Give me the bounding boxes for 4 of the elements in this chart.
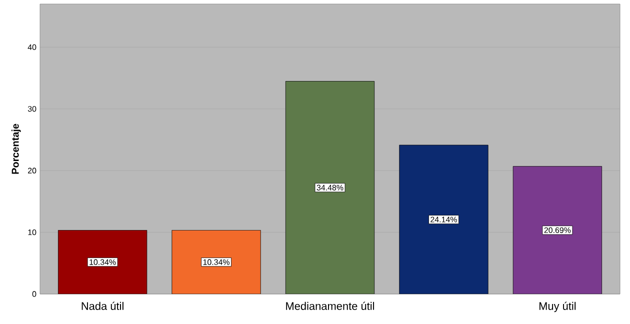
x-tick-label: Medianamente útil (286, 302, 374, 310)
x-tick-label: Nada útil (82, 302, 124, 310)
x-tick-label: Muy útil (539, 302, 576, 312)
y-axis-title: Porcentaje (11, 124, 21, 174)
